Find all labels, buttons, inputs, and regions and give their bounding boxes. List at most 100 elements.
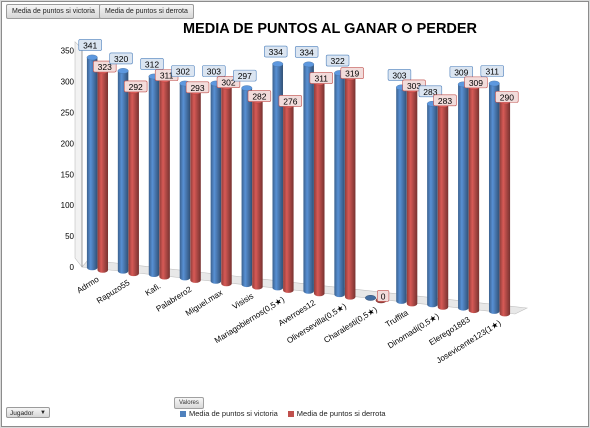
bar-victoria (272, 61, 284, 291)
legend: Media de puntos si victoria Media de pun… (180, 409, 386, 418)
data-label-victoria-box (264, 45, 288, 58)
data-label-victoria-box (202, 65, 226, 77)
data-label-derrota: 311 (314, 74, 328, 84)
bar-derrota-body (344, 77, 356, 300)
bar-victoria (365, 295, 377, 301)
data-label-derrota-box (464, 76, 488, 89)
data-label-victoria: 334 (300, 47, 314, 57)
bar-victoria-top (303, 61, 315, 68)
data-label-derrota: 302 (221, 78, 235, 88)
y-tick-label: 300 (61, 78, 75, 87)
values-field-button[interactable]: Valores (174, 397, 204, 409)
x-tick-label: Rapuzo55 (95, 278, 132, 306)
bar-derrota (313, 79, 325, 297)
data-label-victoria-box (233, 69, 257, 82)
data-label-victoria-box (325, 54, 350, 67)
data-label-victoria-box (294, 46, 319, 58)
legend-label-derrota: Media de puntos si derrota (296, 409, 386, 418)
bar-derrota-body (499, 101, 511, 317)
legend-item-victoria: Media de puntos si victoria (180, 409, 278, 418)
bars-group (86, 54, 511, 317)
bar-victoria (179, 80, 191, 281)
data-label-victoria: 311 (485, 67, 499, 77)
bar-victoria-body (488, 83, 500, 314)
bar-derrota (468, 84, 480, 314)
bar-victoria (241, 85, 253, 288)
bar-victoria (488, 80, 500, 314)
bar-victoria-body (241, 88, 253, 288)
bar-derrota-body (221, 86, 232, 287)
data-label-victoria-box (449, 66, 474, 78)
data-label-derrota-box (377, 290, 390, 302)
data-label-derrota: 0 (381, 291, 386, 301)
data-label-victoria-box (78, 39, 102, 51)
data-label-victoria: 334 (269, 47, 283, 57)
bar-victoria-body (458, 84, 469, 311)
data-label-derrota-box (278, 95, 303, 107)
bar-victoria-body (427, 103, 438, 308)
bar-derrota (437, 102, 449, 310)
bar-victoria (86, 54, 98, 271)
bar-victoria (457, 81, 469, 311)
chevron-down-icon: ▼ (40, 410, 46, 416)
bar-derrota (499, 98, 511, 317)
data-label-victoria: 302 (176, 66, 190, 76)
legend-swatch-derrota (287, 410, 294, 417)
player-filter-label: Jugador (10, 410, 34, 417)
y-tick-label: 200 (61, 139, 75, 148)
y-tick-label: 350 (61, 47, 75, 56)
bar-derrota (159, 76, 171, 280)
data-label-victoria: 297 (238, 71, 252, 81)
bar-victoria-top (117, 68, 129, 74)
bar-victoria-body (179, 83, 191, 281)
bar-victoria (396, 84, 407, 304)
bar-derrota (251, 97, 263, 290)
bar-victoria (148, 73, 160, 277)
y-axis: 0 50 100 150 200 250 300 350 (61, 47, 83, 272)
bar-derrota (221, 83, 232, 287)
bar-victoria-body (303, 64, 314, 294)
chart-title: MEDIA DE PUNTOS AL GANAR O PERDER (183, 21, 478, 37)
bar-derrota-body (283, 105, 294, 293)
data-label-derrota-box (247, 90, 272, 102)
bar-victoria (426, 100, 438, 308)
legend-item-derrota: Media de puntos si derrota (287, 409, 386, 418)
y-tick-label: 50 (65, 232, 74, 241)
bar-derrota (282, 102, 294, 293)
bar-derrota (406, 87, 418, 307)
bar-victoria-body (117, 70, 129, 274)
data-label-victoria-box (480, 65, 504, 77)
data-label-derrota: 283 (438, 96, 452, 106)
bar-victoria-body (148, 76, 160, 277)
bar-victoria-top (86, 54, 98, 61)
data-label-derrota: 323 (98, 62, 112, 72)
data-label-victoria: 312 (145, 59, 159, 69)
bar-derrota (344, 74, 356, 300)
x-tick-label: Visisis (231, 292, 255, 312)
data-label-victoria: 320 (114, 54, 128, 64)
data-label-derrota: 293 (190, 83, 204, 93)
data-label-victoria: 322 (330, 56, 344, 66)
data-label-derrota-box (495, 91, 519, 103)
bar-victoria (117, 68, 129, 274)
y-tick-label: 250 (61, 109, 75, 118)
bar-derrota-body (406, 89, 418, 307)
data-label-derrota: 311 (160, 71, 174, 81)
bar-victoria-body (272, 64, 283, 291)
x-tick-label: Kafi. (144, 281, 163, 297)
data-label-victoria: 341 (83, 40, 97, 50)
data-label-victoria-box (171, 65, 195, 77)
field-button-derrota[interactable]: Media de puntos si derrota (99, 4, 194, 19)
data-label-derrota-box (433, 94, 457, 107)
player-filter-dropdown[interactable]: Jugador ▼ (6, 407, 50, 418)
data-label-victoria: 283 (423, 87, 437, 97)
data-label-derrota-box (123, 80, 148, 93)
bar-victoria (303, 61, 315, 294)
bar-derrota-body (190, 91, 201, 283)
legend-swatch-victoria (180, 410, 186, 417)
data-label-derrota: 282 (252, 92, 266, 102)
bar-victoria-body (86, 57, 98, 271)
data-label-derrota: 292 (129, 82, 143, 92)
bar-derrota-body (128, 90, 139, 277)
bar-victoria-body (210, 83, 222, 284)
